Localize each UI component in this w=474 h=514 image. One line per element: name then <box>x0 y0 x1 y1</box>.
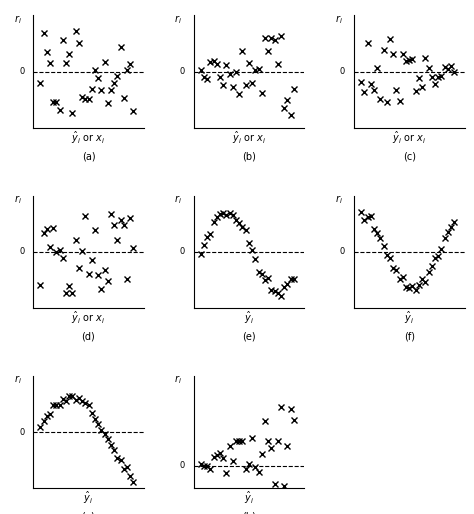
X-axis label: $\hat{y}_i$ or $x_i$: $\hat{y}_i$ or $x_i$ <box>232 130 266 145</box>
Text: (g): (g) <box>82 512 95 514</box>
Text: 0: 0 <box>180 247 185 256</box>
Y-axis label: $r_i$: $r_i$ <box>174 13 182 26</box>
Y-axis label: $r_i$: $r_i$ <box>14 374 22 386</box>
Y-axis label: $r_i$: $r_i$ <box>174 374 182 386</box>
Text: (f): (f) <box>404 332 415 342</box>
Y-axis label: $r_i$: $r_i$ <box>174 193 182 206</box>
Text: 0: 0 <box>180 67 185 76</box>
Text: 0: 0 <box>19 428 24 436</box>
X-axis label: $\hat{y}_i$ or $x_i$: $\hat{y}_i$ or $x_i$ <box>392 130 426 145</box>
Text: (b): (b) <box>242 152 256 161</box>
X-axis label: $\hat{y}_i$ or $x_i$: $\hat{y}_i$ or $x_i$ <box>72 309 106 326</box>
Text: (e): (e) <box>242 332 255 342</box>
Y-axis label: $r_i$: $r_i$ <box>14 13 22 26</box>
X-axis label: $\hat{y}_i$ or $x_i$: $\hat{y}_i$ or $x_i$ <box>72 130 106 145</box>
X-axis label: $\hat{y}_i$: $\hat{y}_i$ <box>83 490 93 506</box>
Text: 0: 0 <box>340 67 345 76</box>
Text: (d): (d) <box>82 332 95 342</box>
Y-axis label: $r_i$: $r_i$ <box>335 13 342 26</box>
Text: (a): (a) <box>82 152 95 161</box>
Text: (c): (c) <box>403 152 416 161</box>
Text: 0: 0 <box>19 67 24 76</box>
Y-axis label: $r_i$: $r_i$ <box>335 193 342 206</box>
Text: (h): (h) <box>242 512 256 514</box>
Text: 0: 0 <box>340 247 345 256</box>
Text: 0: 0 <box>180 461 185 470</box>
X-axis label: $\hat{y}_i$: $\hat{y}_i$ <box>404 309 414 326</box>
Y-axis label: $r_i$: $r_i$ <box>14 193 22 206</box>
Text: 0: 0 <box>19 247 24 256</box>
X-axis label: $\hat{y}_i$: $\hat{y}_i$ <box>244 309 254 326</box>
X-axis label: $\hat{y}_i$: $\hat{y}_i$ <box>244 490 254 506</box>
